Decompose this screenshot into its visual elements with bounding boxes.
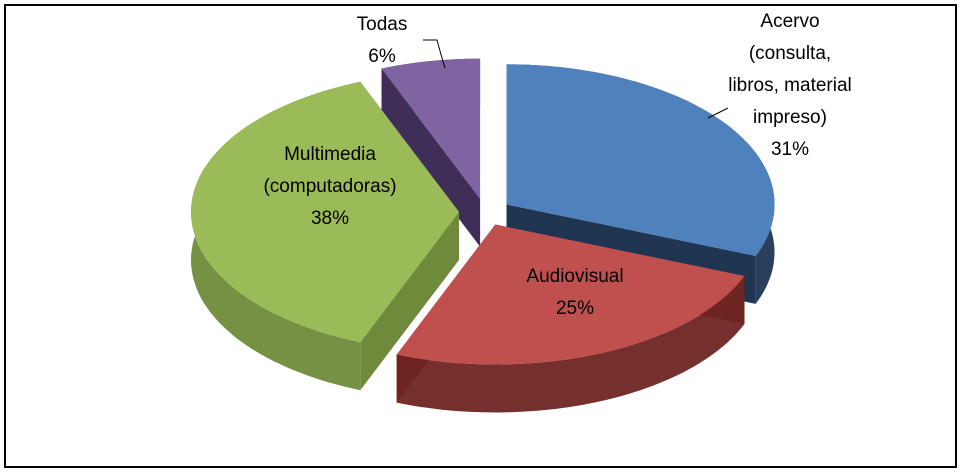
category-label: Multimedia (computadoras) bbox=[263, 144, 396, 197]
slice bbox=[396, 224, 745, 365]
slice-side bbox=[396, 276, 745, 413]
category-label: Todas bbox=[357, 14, 408, 35]
pie bbox=[191, 58, 775, 413]
leader-line bbox=[423, 39, 446, 69]
slice bbox=[506, 64, 775, 256]
category-label: Audiovisual bbox=[526, 266, 623, 287]
value-label: 25% bbox=[556, 298, 594, 319]
slice bbox=[381, 58, 481, 199]
slice bbox=[191, 81, 459, 343]
value-label: 38% bbox=[311, 208, 349, 229]
labels: Acervo (consulta, libros, material impreso)… bbox=[263, 11, 851, 319]
leader-line bbox=[707, 107, 729, 119]
category-label: Acervo (consulta, libros, material impreso) bbox=[728, 11, 852, 128]
slice-side bbox=[381, 68, 481, 247]
slice-side bbox=[360, 212, 459, 391]
value-label: 6% bbox=[368, 46, 396, 67]
value-label: 31% bbox=[771, 139, 809, 160]
